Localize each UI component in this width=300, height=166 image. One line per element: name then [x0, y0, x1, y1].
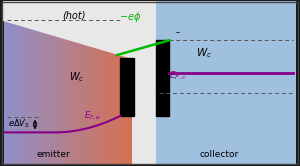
Bar [27, 1, 30, 165]
Bar [109, 1, 111, 165]
Bar [55, 1, 58, 165]
Bar [106, 1, 109, 165]
Bar [6, 1, 9, 165]
Text: (hot): (hot) [62, 10, 85, 21]
Bar [100, 1, 103, 165]
Bar [115, 1, 118, 165]
Bar [113, 1, 116, 165]
Bar [102, 1, 105, 165]
Bar [130, 1, 133, 165]
Bar [83, 1, 86, 165]
Bar [132, 1, 156, 165]
Bar [64, 1, 66, 165]
Bar [40, 1, 43, 165]
Bar [104, 1, 107, 165]
Bar [16, 1, 19, 165]
Bar [38, 1, 41, 165]
Bar [19, 1, 21, 165]
Bar [44, 1, 47, 165]
Bar [119, 1, 122, 165]
Bar [25, 1, 28, 165]
Text: emitter: emitter [36, 150, 70, 159]
Bar [92, 1, 94, 165]
Text: $W_c$: $W_c$ [69, 70, 85, 84]
Bar [74, 1, 77, 165]
Bar [79, 1, 81, 165]
Bar [29, 1, 32, 165]
Bar [117, 1, 120, 165]
Bar [126, 1, 128, 165]
Bar [49, 1, 51, 165]
Bar [128, 1, 130, 165]
Bar [53, 1, 56, 165]
Polygon shape [156, 40, 169, 116]
Bar [57, 1, 60, 165]
Bar [70, 1, 73, 165]
Text: $E_{F,c}$: $E_{F,c}$ [169, 69, 188, 82]
Bar [111, 1, 113, 165]
Bar [89, 1, 92, 165]
Bar [61, 1, 64, 165]
Polygon shape [120, 58, 134, 116]
Text: collector: collector [199, 150, 238, 159]
Bar [59, 1, 62, 165]
Bar [76, 1, 79, 165]
Polygon shape [4, 1, 132, 58]
Bar [32, 1, 34, 165]
Bar [68, 1, 70, 165]
Bar [81, 1, 83, 165]
Bar [12, 1, 15, 165]
Bar [21, 1, 23, 165]
Text: $E_{F,e}$: $E_{F,e}$ [84, 110, 101, 122]
Bar [98, 1, 100, 165]
Bar [156, 1, 296, 165]
Bar [87, 1, 90, 165]
Bar [14, 1, 17, 165]
Bar [124, 1, 126, 165]
Bar [8, 1, 11, 165]
Bar [94, 1, 96, 165]
Text: $e\Delta V_S$: $e\Delta V_S$ [8, 117, 30, 130]
Bar [34, 1, 36, 165]
Bar [72, 1, 75, 165]
Bar [36, 1, 38, 165]
Text: –: – [176, 28, 180, 37]
Bar [85, 1, 88, 165]
Bar [10, 1, 13, 165]
Bar [23, 1, 26, 165]
Bar [51, 1, 53, 165]
Bar [46, 1, 49, 165]
Bar [4, 1, 6, 165]
Bar [122, 1, 124, 165]
Text: $-e\phi$: $-e\phi$ [119, 10, 142, 24]
Text: $W_c$: $W_c$ [196, 46, 212, 60]
Bar [96, 1, 98, 165]
Bar [66, 1, 68, 165]
Bar [42, 1, 45, 165]
